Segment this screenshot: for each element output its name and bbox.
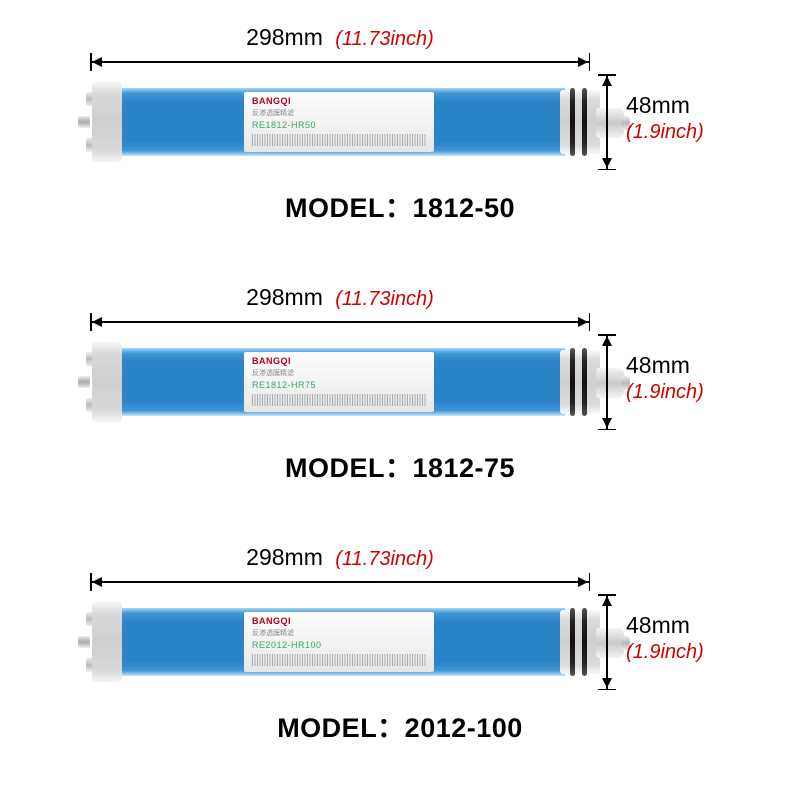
- barcode-icon: [252, 394, 426, 406]
- diameter-mm: 48mm: [626, 612, 704, 639]
- brand-logo-text: BANGQI: [252, 616, 426, 626]
- product-section-0: 298mm (11.73inch) BANGQI 反渗透膜精滤 RE1812-H…: [0, 10, 800, 270]
- brand-logo-text: BANGQI: [252, 96, 426, 106]
- diameter-dimension: 48mm (1.9inch): [600, 74, 780, 170]
- endcap-right: [560, 90, 600, 154]
- oring-icon: [570, 348, 575, 416]
- diameter-label: 48mm (1.9inch): [626, 92, 704, 144]
- brand-logo-text: BANGQI: [252, 356, 426, 366]
- diameter-dimension: 48mm (1.9inch): [600, 594, 780, 690]
- model-caption: MODEL：1812-50: [0, 186, 800, 225]
- model-caption: MODEL：2012-100: [0, 706, 800, 745]
- endcap-left: [92, 342, 122, 422]
- diameter-inch: (1.9inch): [626, 121, 704, 144]
- oring-icon: [582, 88, 587, 156]
- length-dimension: 298mm (11.73inch): [90, 24, 590, 69]
- brand-cn-text: 反渗透膜精滤: [252, 368, 426, 378]
- product-label-panel: BANGQI 反渗透膜精滤 RE1812-HR50: [244, 92, 434, 152]
- oring-icon: [582, 608, 587, 676]
- brand-cn-text: 反渗透膜精滤: [252, 628, 426, 638]
- length-mm: 298mm: [246, 284, 323, 310]
- inlet-nub: [78, 376, 90, 388]
- diameter-mm: 48mm: [626, 92, 704, 119]
- length-label: 298mm (11.73inch): [90, 24, 590, 51]
- sku-text: RE1812-HR75: [252, 380, 426, 390]
- product-section-2: 298mm (11.73inch) BANGQI 反渗透膜精滤 RE2012-H…: [0, 530, 800, 790]
- diameter-dim-line: [600, 594, 614, 690]
- inlet-nub: [78, 116, 90, 128]
- barcode-icon: [252, 134, 426, 146]
- inlet-nub: [78, 636, 90, 648]
- oring-icon: [570, 88, 575, 156]
- length-mm: 298mm: [246, 544, 323, 570]
- sku-text: RE2012-HR100: [252, 640, 426, 650]
- length-inch: (11.73inch): [335, 548, 434, 570]
- diameter-label: 48mm (1.9inch): [626, 612, 704, 664]
- length-label: 298mm (11.73inch): [90, 544, 590, 571]
- length-dim-line: [90, 315, 590, 329]
- filter-cartridge: BANGQI 反渗透膜精滤 RE1812-HR50: [90, 82, 630, 162]
- diameter-inch: (1.9inch): [626, 381, 704, 404]
- length-dimension: 298mm (11.73inch): [90, 544, 590, 589]
- diameter-dim-line: [600, 334, 614, 430]
- product-section-1: 298mm (11.73inch) BANGQI 反渗透膜精滤 RE1812-H…: [0, 270, 800, 530]
- length-dimension: 298mm (11.73inch): [90, 284, 590, 329]
- length-dim-line: [90, 575, 590, 589]
- model-caption: MODEL：1812-75: [0, 446, 800, 485]
- barcode-icon: [252, 654, 426, 666]
- sku-text: RE1812-HR50: [252, 120, 426, 130]
- filter-cartridge: BANGQI 反渗透膜精滤 RE2012-HR100: [90, 602, 630, 682]
- endcap-left: [92, 602, 122, 682]
- product-label-panel: BANGQI 反渗透膜精滤 RE2012-HR100: [244, 612, 434, 672]
- oring-icon: [570, 608, 575, 676]
- product-label-panel: BANGQI 反渗透膜精滤 RE1812-HR75: [244, 352, 434, 412]
- diameter-label: 48mm (1.9inch): [626, 352, 704, 404]
- diameter-dimension: 48mm (1.9inch): [600, 334, 780, 430]
- length-label: 298mm (11.73inch): [90, 284, 590, 311]
- brand-cn-text: 反渗透膜精滤: [252, 108, 426, 118]
- endcap-left: [92, 82, 122, 162]
- oring-icon: [582, 348, 587, 416]
- endcap-right: [560, 610, 600, 674]
- filter-cartridge: BANGQI 反渗透膜精滤 RE1812-HR75: [90, 342, 630, 422]
- diameter-dim-line: [600, 74, 614, 170]
- length-inch: (11.73inch): [335, 28, 434, 50]
- diameter-mm: 48mm: [626, 352, 704, 379]
- diameter-inch: (1.9inch): [626, 641, 704, 664]
- length-inch: (11.73inch): [335, 288, 434, 310]
- length-dim-line: [90, 55, 590, 69]
- length-mm: 298mm: [246, 24, 323, 50]
- endcap-right: [560, 350, 600, 414]
